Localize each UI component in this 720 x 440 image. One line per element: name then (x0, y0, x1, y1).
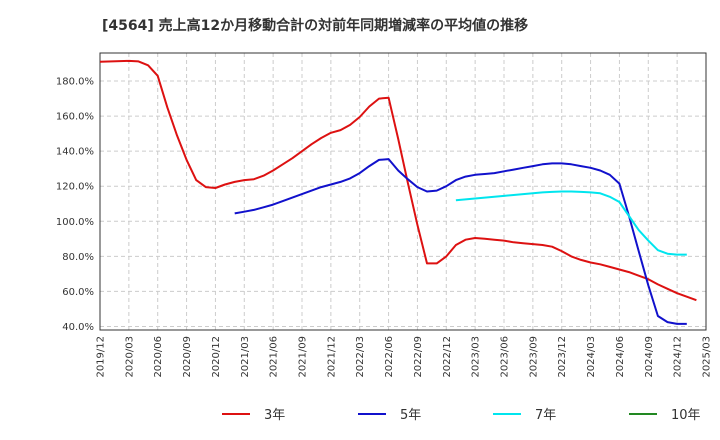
x-tick-label: 2020/06 (153, 336, 164, 378)
x-tick-label: 2025/03 (702, 336, 713, 378)
y-tick-label: 140.0% (56, 147, 94, 158)
y-tick-label: 120.0% (56, 182, 94, 193)
plot-frame (99, 52, 707, 331)
y-tick-label: 100.0% (56, 217, 94, 228)
legend-label-3: 10年 (671, 408, 701, 423)
x-tick-label: 2021/03 (240, 336, 251, 378)
axes (99, 52, 707, 331)
legend-label-0: 3年 (264, 408, 285, 423)
y-tick-label: 160.0% (56, 112, 94, 123)
y-tick-label: 80.0% (62, 252, 94, 263)
grid-lines (99, 53, 707, 330)
x-tick-label: 2019/12 (96, 336, 107, 378)
y-tick-label: 180.0% (56, 77, 94, 88)
legend-label-2: 7年 (535, 408, 556, 423)
x-tick-label: 2023/06 (500, 336, 511, 378)
x-tick-label: 2022/09 (413, 336, 424, 378)
y-tick-label: 60.0% (62, 287, 94, 298)
x-tick-label: 2024/03 (586, 336, 597, 378)
legend-label-1: 5年 (400, 408, 421, 423)
x-tick-label: 2022/03 (355, 336, 366, 378)
legend: 3年 5年 7年 10年 (222, 408, 701, 423)
series-line-1 (234, 158, 687, 325)
x-tick-label: 2021/09 (298, 336, 309, 378)
x-tick-label: 2024/12 (673, 336, 684, 378)
x-tick-label: 2020/09 (182, 336, 193, 378)
series-line-0 (99, 59, 697, 302)
series-lines (99, 59, 697, 325)
chart-title: [4564] 売上高12か月移動合計の対前年同期増減率の平均値の推移 (102, 17, 528, 34)
x-tick-label: 2024/06 (615, 336, 626, 378)
x-tick-label: 2021/06 (269, 336, 280, 378)
x-tick-label: 2023/12 (557, 336, 568, 378)
x-tick-label: 2022/06 (384, 336, 395, 378)
y-axis-tick-labels: 40.0% 60.0% 80.0% 100.0% 120.0% 140.0% 160.0% 1… (56, 77, 94, 333)
x-tick-label: 2021/12 (326, 336, 337, 378)
x-tick-label: 2020/03 (124, 336, 135, 378)
x-tick-label: 2020/12 (211, 336, 222, 378)
x-tick-label: 2023/03 (471, 336, 482, 378)
series-line-2 (455, 190, 687, 256)
x-tick-label: 2024/09 (644, 336, 655, 378)
x-tick-label: 2022/12 (442, 336, 453, 378)
x-axis-tick-labels: 2019/12 2020/03 2020/06 2020/09 2020/12 2021/… (96, 336, 713, 378)
y-tick-label: 40.0% (62, 322, 94, 333)
x-tick-label: 2023/09 (528, 336, 539, 378)
